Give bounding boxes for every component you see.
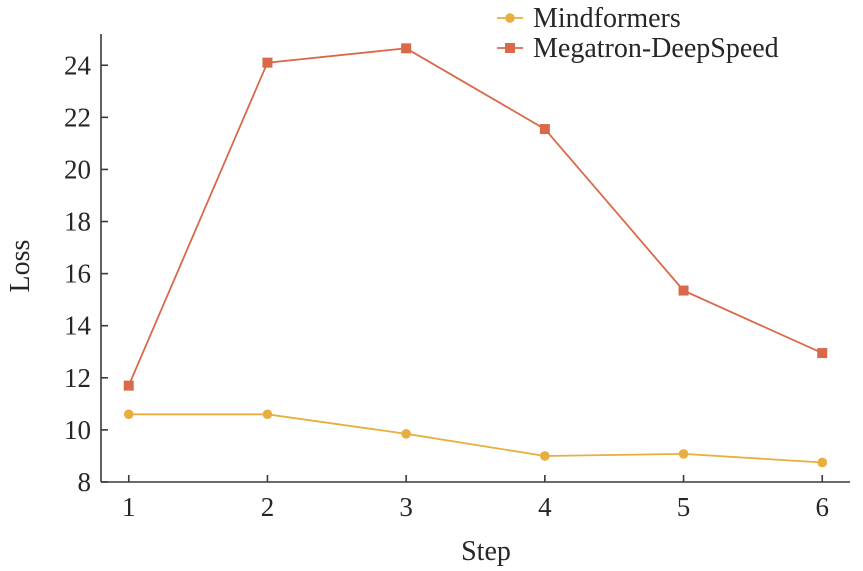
y-ticks: 8 10 12 14 16 18 20 22 24	[64, 50, 108, 497]
y-tick-label: 14	[64, 311, 92, 341]
axes	[100, 34, 850, 483]
data-point-mindformers	[262, 409, 273, 420]
x-tick-label: 4	[538, 492, 552, 522]
legend-label: Megatron-DeepSpeed	[533, 33, 779, 64]
x-tick-label: 3	[399, 492, 413, 522]
data-point-megatron-deepspeed	[262, 57, 273, 68]
data-point-megatron-deepspeed	[123, 380, 134, 391]
data-point-mindformers	[401, 429, 411, 439]
y-tick-label: 8	[78, 467, 92, 497]
series-layer	[123, 43, 828, 468]
data-point-mindformers	[817, 457, 828, 468]
y-tick-label: 16	[64, 259, 91, 289]
data-point-megatron-deepspeed	[678, 285, 689, 296]
y-tick-label: 12	[64, 363, 91, 393]
data-point-megatron-deepspeed	[539, 124, 550, 135]
y-tick-label: 24	[64, 50, 92, 80]
y-axis-label: Loss	[5, 240, 36, 293]
legend-item-mindformers: Mindformers	[497, 3, 681, 34]
series-mindformers	[123, 409, 828, 468]
series-line-megatron-deepspeed	[127, 47, 823, 386]
legend-swatch-marker	[505, 13, 515, 23]
data-point-megatron-deepspeed	[817, 348, 828, 359]
x-tick-label: 5	[677, 492, 691, 522]
x-axis-label: Step	[461, 536, 511, 567]
x-tick-label: 2	[261, 492, 275, 522]
x-ticks: 1 2 3 4 5 6	[122, 475, 829, 522]
series-line-mindformers	[128, 413, 823, 464]
data-point-mindformers	[123, 409, 134, 420]
data-point-mindformers	[540, 451, 550, 461]
legend-item-megatron-deepspeed: Megatron-DeepSpeed	[497, 33, 779, 64]
y-tick-label: 22	[64, 102, 91, 132]
data-point-megatron-deepspeed	[401, 43, 412, 54]
legend-label: Mindformers	[533, 3, 681, 34]
x-tick-label: 6	[816, 492, 830, 522]
legend-swatch-marker	[505, 43, 515, 53]
x-tick-label: 1	[122, 492, 136, 522]
y-tick-label: 18	[64, 207, 91, 237]
series-megatron-deepspeed	[123, 43, 828, 391]
y-tick-label: 20	[64, 154, 91, 184]
y-tick-label: 10	[64, 415, 91, 445]
data-point-mindformers	[678, 449, 689, 459]
